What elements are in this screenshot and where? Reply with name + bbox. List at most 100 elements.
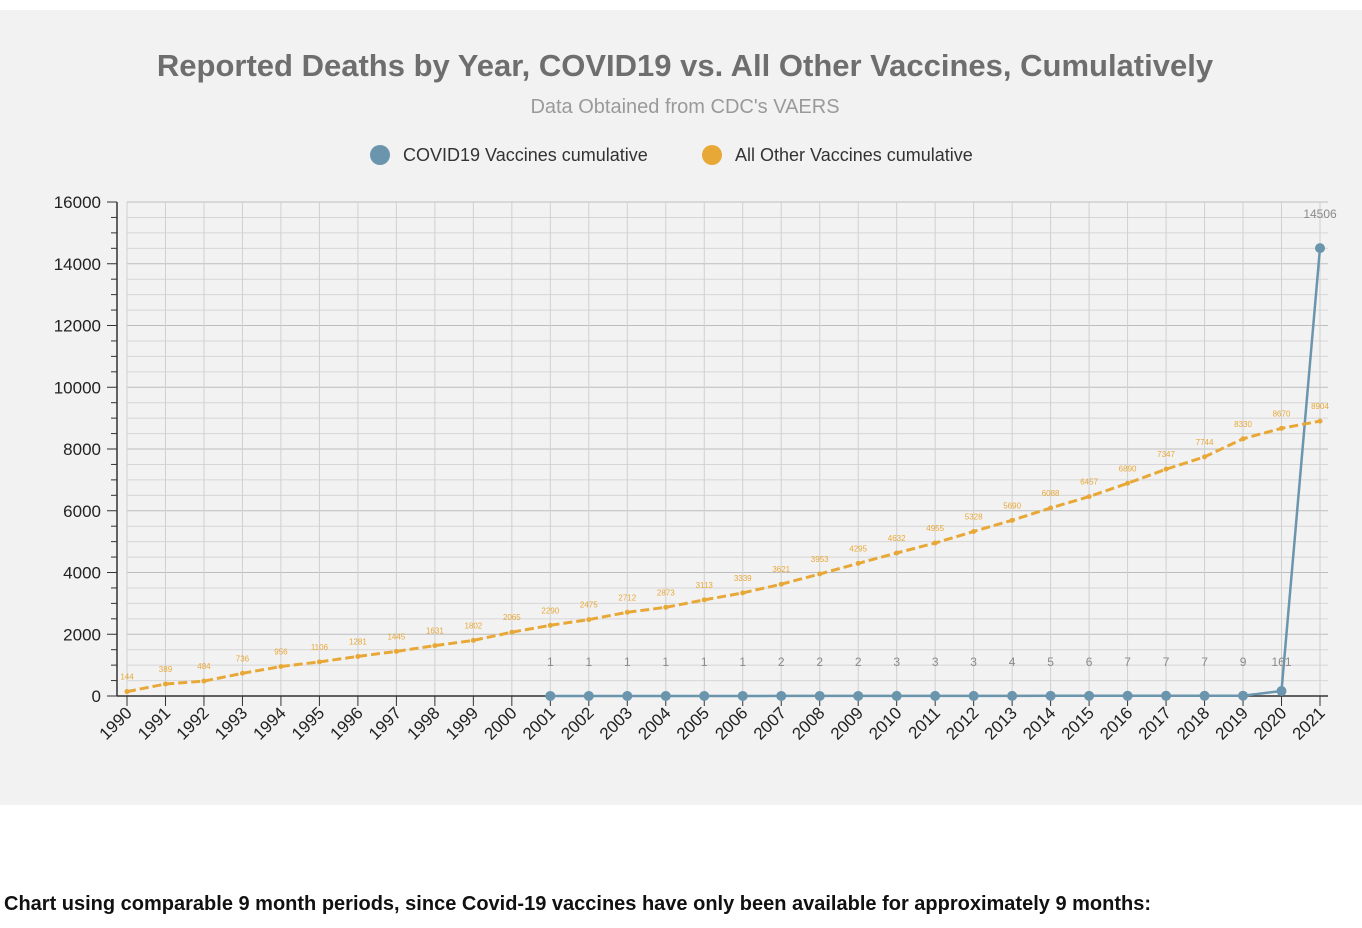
data-point-covid[interactable] xyxy=(814,690,825,701)
y-tick-label: 0 xyxy=(92,687,101,706)
data-label-covid: 5 xyxy=(1047,655,1054,669)
data-point-other[interactable] xyxy=(663,604,669,610)
data-point-other[interactable] xyxy=(1240,436,1246,442)
data-point-other[interactable] xyxy=(239,670,245,676)
grid xyxy=(126,201,1328,697)
x-tick-label: 1995 xyxy=(288,703,328,743)
x-tick-label: 1992 xyxy=(173,703,213,743)
x-tick-label: 2015 xyxy=(1058,703,1098,743)
data-point-other[interactable] xyxy=(1279,425,1285,431)
data-point-other[interactable] xyxy=(624,609,630,615)
legend-label-other[interactable]: All Other Vaccines cumulative xyxy=(735,145,973,165)
x-tick-label: 1997 xyxy=(365,703,405,743)
data-point-covid[interactable] xyxy=(737,690,748,701)
data-label-other: 1445 xyxy=(387,632,405,641)
data-label-other: 3339 xyxy=(734,574,752,583)
legend-marker-covid[interactable] xyxy=(370,145,390,165)
x-tick-label: 2018 xyxy=(1173,703,1213,743)
data-point-other[interactable] xyxy=(1086,494,1092,500)
data-point-other[interactable] xyxy=(509,629,515,635)
data-label-other: 2290 xyxy=(541,606,559,615)
data-point-other[interactable] xyxy=(470,637,476,643)
data-point-other[interactable] xyxy=(278,663,284,669)
data-point-other[interactable] xyxy=(1048,505,1054,511)
data-point-other[interactable] xyxy=(932,540,938,546)
data-point-other[interactable] xyxy=(894,550,900,556)
data-point-covid[interactable] xyxy=(1122,690,1133,701)
data-point-covid[interactable] xyxy=(968,690,979,701)
data-point-covid[interactable] xyxy=(660,690,671,701)
data-point-other[interactable] xyxy=(201,678,207,684)
data-point-other[interactable] xyxy=(547,622,553,628)
data-label-other: 2475 xyxy=(580,601,598,610)
data-point-covid[interactable] xyxy=(699,690,710,701)
x-tick-label: 1994 xyxy=(250,703,290,743)
data-point-covid[interactable] xyxy=(545,690,556,701)
data-label-other: 8670 xyxy=(1273,409,1291,418)
data-label-other: 2712 xyxy=(618,593,636,602)
x-tick-label: 2000 xyxy=(480,703,520,743)
data-point-covid[interactable] xyxy=(1315,243,1325,254)
data-point-other[interactable] xyxy=(432,643,438,649)
data-point-other[interactable] xyxy=(1163,466,1169,472)
data-label-covid: 1 xyxy=(739,655,746,669)
x-tick-label: 1998 xyxy=(404,703,444,743)
data-point-other[interactable] xyxy=(162,681,168,687)
data-point-other[interactable] xyxy=(855,560,861,566)
data-point-other[interactable] xyxy=(586,617,592,623)
data-point-other[interactable] xyxy=(817,571,823,577)
data-point-other[interactable] xyxy=(355,653,361,659)
data-point-covid[interactable] xyxy=(622,690,633,701)
data-point-other[interactable] xyxy=(1202,454,1208,460)
data-point-other[interactable] xyxy=(740,590,746,596)
data-point-other[interactable] xyxy=(701,597,707,603)
data-label-other: 736 xyxy=(236,654,250,663)
data-point-covid[interactable] xyxy=(1007,690,1018,701)
y-tick-label: 14000 xyxy=(54,255,101,274)
data-label-other: 4295 xyxy=(849,544,867,553)
x-tick-label: 1996 xyxy=(327,703,367,743)
data-label-covid: 161 xyxy=(1272,655,1292,669)
legend: COVID19 Vaccines cumulative All Other Va… xyxy=(370,145,973,165)
x-tick-label: 2002 xyxy=(557,703,597,743)
data-point-covid[interactable] xyxy=(1045,690,1056,701)
data-point-other[interactable] xyxy=(1009,517,1015,523)
legend-marker-other[interactable] xyxy=(702,145,722,165)
data-point-covid[interactable] xyxy=(1199,690,1210,701)
data-label-covid: 7 xyxy=(1124,655,1131,669)
data-point-covid[interactable] xyxy=(1238,690,1249,701)
data-point-other[interactable] xyxy=(393,648,399,654)
data-point-other[interactable] xyxy=(124,689,130,695)
data-point-covid[interactable] xyxy=(583,690,594,701)
data-point-other[interactable] xyxy=(316,659,322,665)
x-tick-label: 2020 xyxy=(1250,703,1290,743)
data-label-covid: 9 xyxy=(1240,655,1247,669)
x-tick-label: 2010 xyxy=(865,703,905,743)
data-label-other: 5328 xyxy=(965,512,983,521)
chart-panel: Reported Deaths by Year, COVID19 vs. All… xyxy=(0,10,1362,805)
x-tick-label: 2008 xyxy=(788,703,828,743)
data-label-other: 3621 xyxy=(772,565,790,574)
x-tick-label: 2004 xyxy=(634,703,674,743)
x-tick-label: 2014 xyxy=(1019,703,1059,743)
legend-label-covid[interactable]: COVID19 Vaccines cumulative xyxy=(403,145,648,165)
data-point-covid[interactable] xyxy=(891,690,902,701)
data-label-covid: 2 xyxy=(816,655,823,669)
data-point-covid[interactable] xyxy=(1276,686,1287,697)
data-point-other[interactable] xyxy=(971,528,977,534)
data-point-covid[interactable] xyxy=(930,690,941,701)
data-point-other[interactable] xyxy=(1317,418,1323,424)
y-tick-label: 16000 xyxy=(54,193,101,212)
data-label-other: 8330 xyxy=(1234,420,1252,429)
data-point-other[interactable] xyxy=(778,581,784,587)
data-point-other[interactable] xyxy=(1125,480,1131,486)
data-point-covid[interactable] xyxy=(776,690,787,701)
data-label-covid: 1 xyxy=(624,655,631,669)
data-label-other: 144 xyxy=(120,673,134,682)
data-label-covid: 2 xyxy=(855,655,862,669)
data-point-covid[interactable] xyxy=(1161,690,1172,701)
data-label-covid: 2 xyxy=(778,655,785,669)
data-point-covid[interactable] xyxy=(853,690,864,701)
data-point-covid[interactable] xyxy=(1084,690,1095,701)
data-label-other: 4955 xyxy=(926,524,944,533)
